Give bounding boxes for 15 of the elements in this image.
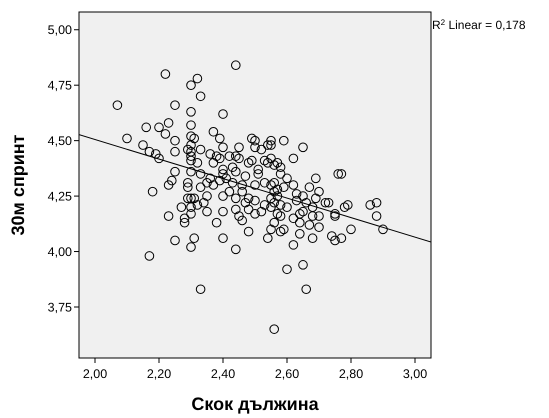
x-tick-label: 3,00 [402,367,428,381]
y-tick-label: 4,75 [48,78,72,93]
x-tick-label: 2,40 [210,367,236,381]
y-tick-label: 3,75 [48,300,72,314]
x-tick-label: 2,80 [338,367,364,381]
y-tick-label: 4,25 [48,189,72,204]
y-tick-label: 4,50 [48,134,72,148]
x-tick-label: 2,00 [82,367,108,381]
y-axis-title: 30м спринт [8,134,28,236]
y-tick-label: 4,00 [48,244,72,259]
text: R$^{2}$ Linear = 0,178 [432,18,526,32]
x-tick-label: 2,60 [274,367,300,381]
y-tick-label: 5,00 [48,23,72,38]
x-tick-label: 2,20 [146,367,172,381]
x-axis-title: Скок дължина [191,394,320,414]
